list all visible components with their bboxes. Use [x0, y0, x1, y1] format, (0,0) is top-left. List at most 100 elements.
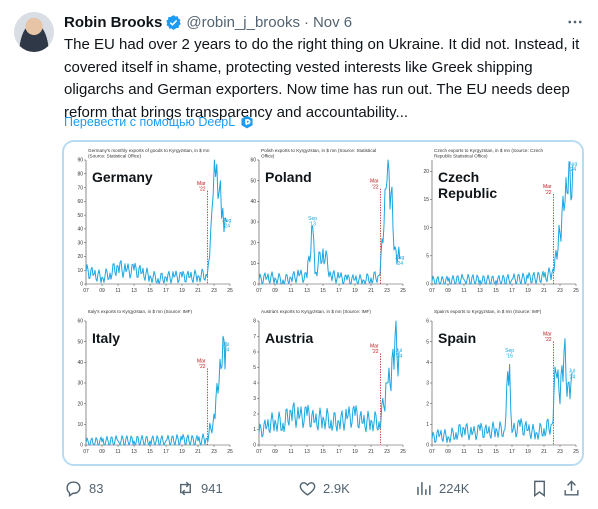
- y-tick-label: 10: [77, 268, 83, 274]
- share-button[interactable]: [562, 476, 587, 500]
- y-tick-label: 0: [80, 443, 83, 449]
- x-tick-label: 17: [509, 288, 515, 294]
- y-tick-label: 80: [77, 171, 83, 177]
- x-tick-label: 09: [445, 288, 451, 294]
- y-tick-label: 20: [250, 240, 256, 246]
- y-tick-label: 1: [253, 427, 256, 433]
- x-tick-label: 21: [541, 288, 547, 294]
- bookmark-button[interactable]: [530, 476, 555, 500]
- y-tick-label: 40: [250, 199, 256, 205]
- y-tick-label: 50: [250, 178, 256, 184]
- y-tick-label: 3: [253, 396, 256, 402]
- x-tick-label: 19: [179, 288, 185, 294]
- verified-icon: [166, 14, 182, 30]
- y-tick-label: 20: [423, 169, 429, 175]
- x-tick-label: 15: [493, 449, 499, 455]
- y-tick-label: 30: [77, 381, 83, 387]
- y-tick-label: 6: [253, 350, 256, 356]
- x-tick-label: 21: [541, 449, 547, 455]
- x-tick-label: 13: [131, 449, 137, 455]
- x-tick-label: 13: [131, 288, 137, 294]
- y-tick-label: 60: [250, 158, 256, 164]
- views-count: 224K: [439, 480, 470, 496]
- x-tick-label: 13: [477, 449, 483, 455]
- more-icon[interactable]: [566, 13, 584, 31]
- x-tick-label: 15: [147, 288, 153, 294]
- repost-icon: [180, 481, 191, 495]
- y-tick-label: 50: [77, 213, 83, 219]
- x-tick-label: 07: [256, 288, 262, 294]
- country-label: Poland: [265, 169, 312, 185]
- x-tick-label: 23: [211, 288, 217, 294]
- annotation-mar-22: Mar '22: [543, 331, 552, 343]
- bookmark-icon: [534, 480, 545, 497]
- x-tick-label: 13: [477, 288, 483, 294]
- y-tick-label: 40: [77, 360, 83, 366]
- author-name[interactable]: Robin Brooks: [64, 13, 163, 31]
- y-tick-label: 30: [250, 220, 256, 226]
- x-tick-label: 09: [272, 288, 278, 294]
- x-tick-label: 25: [400, 449, 406, 455]
- chart-svg: Spain's exports to Kyrgyzstan, in $ mn (…: [426, 309, 579, 455]
- y-tick-label: 30: [77, 240, 83, 246]
- series-line-austria: [258, 320, 400, 438]
- y-tick-label: 70: [77, 185, 83, 191]
- reply-icon: [66, 480, 81, 497]
- x-tick-label: 23: [384, 288, 390, 294]
- x-tick-label: 13: [304, 449, 310, 455]
- chart-svg: Germany's monthly exports of goods to Ky…: [77, 148, 233, 294]
- y-tick-label: 5: [426, 339, 429, 345]
- annotation-mar-22: Mar '22: [197, 358, 206, 370]
- translate-link[interactable]: Перевести с помощью DeepL: [64, 115, 254, 129]
- y-tick-label: 90: [77, 158, 83, 164]
- x-tick-label: 23: [384, 449, 390, 455]
- like-count: 2.9K: [323, 480, 350, 496]
- reply-count: 83: [89, 480, 104, 496]
- repost-button[interactable]: 941: [176, 476, 223, 500]
- x-tick-label: 09: [99, 449, 105, 455]
- y-tick-label: 3: [426, 381, 429, 387]
- avatar[interactable]: [14, 12, 54, 52]
- like-button[interactable]: 2.9K: [298, 476, 350, 500]
- tweet-header: Robin Brooks @robin_j_brooks · Nov 6: [64, 11, 584, 33]
- chart-panel-italy: Italy's exports to Kyrgyzstan, in $ mn (…: [66, 305, 238, 464]
- y-tick-label: 0: [253, 443, 256, 449]
- x-tick-label: 07: [256, 449, 262, 455]
- x-tick-label: 15: [493, 288, 499, 294]
- y-tick-label: 1: [426, 422, 429, 428]
- x-tick-label: 21: [368, 288, 374, 294]
- series-line-spain: [431, 338, 573, 444]
- x-tick-label: 15: [147, 449, 153, 455]
- x-tick-label: 17: [163, 288, 169, 294]
- action-bar: 83 941 2.9K 224K: [62, 476, 584, 500]
- annotation-aug-24: Aug '24: [568, 162, 577, 174]
- x-tick-label: 17: [336, 449, 342, 455]
- chart-panel-czech-republic: Czech exports to Kyrgyzstan, in $ mn (So…: [412, 144, 582, 304]
- chart-svg: Czech exports to Kyrgyzstan, in $ mn (So…: [423, 148, 579, 294]
- x-tick-label: 11: [115, 449, 120, 455]
- annotation-jul-24: Jul '24: [223, 342, 230, 354]
- annotation-mar-22: Mar '22: [370, 343, 379, 355]
- y-tick-label: 2: [253, 412, 256, 418]
- author-handle[interactable]: @robin_j_brooks: [186, 13, 300, 31]
- views-button[interactable]: 224K: [414, 476, 469, 500]
- x-tick-label: 25: [573, 288, 579, 294]
- chart-panel-poland: Polish exports to Kyrgyzstan, in $ mn (S…: [239, 144, 411, 304]
- reply-button[interactable]: 83: [64, 476, 103, 500]
- x-tick-label: 25: [573, 449, 579, 455]
- country-label: Italy: [92, 330, 120, 346]
- y-tick-label: 15: [423, 197, 429, 203]
- annotation-aug-24: Aug '24: [222, 218, 231, 230]
- chart-panel-austria: Austria's exports to Kyrgyzstan, in $ mn…: [239, 305, 411, 464]
- x-tick-label: 09: [445, 449, 451, 455]
- tweet-media-image[interactable]: Germany's monthly exports of goods to Ky…: [62, 140, 584, 466]
- series-line-germany: [85, 159, 228, 285]
- tweet-date[interactable]: Nov 6: [312, 13, 353, 31]
- translate-label[interactable]: Перевести с помощью DeepL: [64, 115, 236, 129]
- x-tick-label: 19: [352, 288, 358, 294]
- y-tick-label: 10: [250, 261, 256, 267]
- x-tick-label: 19: [352, 449, 358, 455]
- y-tick-label: 60: [77, 319, 83, 325]
- repost-count: 941: [201, 480, 223, 496]
- x-tick-label: 21: [195, 449, 201, 455]
